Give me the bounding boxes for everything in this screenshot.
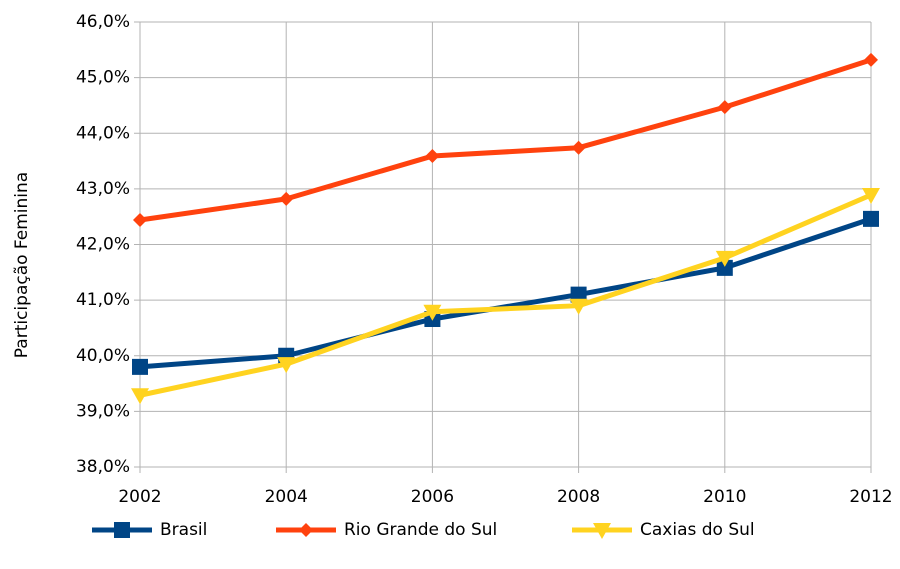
series-line xyxy=(139,57,872,223)
marker xyxy=(715,250,734,267)
marker xyxy=(131,388,149,405)
marker xyxy=(863,210,879,227)
marker xyxy=(864,52,878,67)
x-tick-label: 2004 xyxy=(265,487,308,507)
x-tick-label: 2008 xyxy=(557,487,600,507)
marker xyxy=(277,357,296,374)
series-line xyxy=(139,192,872,398)
x-tick-label: 2002 xyxy=(118,487,161,507)
legend-label: Caxias do Sul xyxy=(640,520,755,540)
marker xyxy=(133,213,147,228)
y-tick-label: 43,0% xyxy=(76,179,130,199)
y-tick-label: 46,0% xyxy=(76,12,130,32)
marker xyxy=(716,259,733,276)
y-tick-label: 40,0% xyxy=(76,346,130,366)
marker xyxy=(862,187,880,204)
x-tick-label: 2006 xyxy=(411,487,454,507)
marker xyxy=(571,140,586,155)
legend-label: Rio Grande do Sul xyxy=(344,520,497,540)
y-tick-label: 39,0% xyxy=(76,401,130,421)
marker xyxy=(569,298,588,315)
marker xyxy=(423,304,442,321)
marker xyxy=(299,523,313,537)
y-tick-label: 42,0% xyxy=(76,235,130,255)
marker xyxy=(279,191,294,206)
marker xyxy=(425,149,440,164)
marker xyxy=(132,358,148,375)
marker xyxy=(570,286,587,303)
y-tick-label: 41,0% xyxy=(76,290,130,310)
x-tick-label: 2012 xyxy=(849,487,892,507)
y-tick-label: 45,0% xyxy=(76,68,130,88)
marker xyxy=(114,522,130,538)
marker xyxy=(593,523,611,539)
legend-label: Brasil xyxy=(160,520,207,540)
y-tick-label: 44,0% xyxy=(76,123,130,143)
marker xyxy=(717,100,732,115)
x-tick-label: 2010 xyxy=(703,487,746,507)
y-tick-label: 38,0% xyxy=(76,457,130,477)
y-axis-label: Participação Feminina xyxy=(12,172,32,358)
